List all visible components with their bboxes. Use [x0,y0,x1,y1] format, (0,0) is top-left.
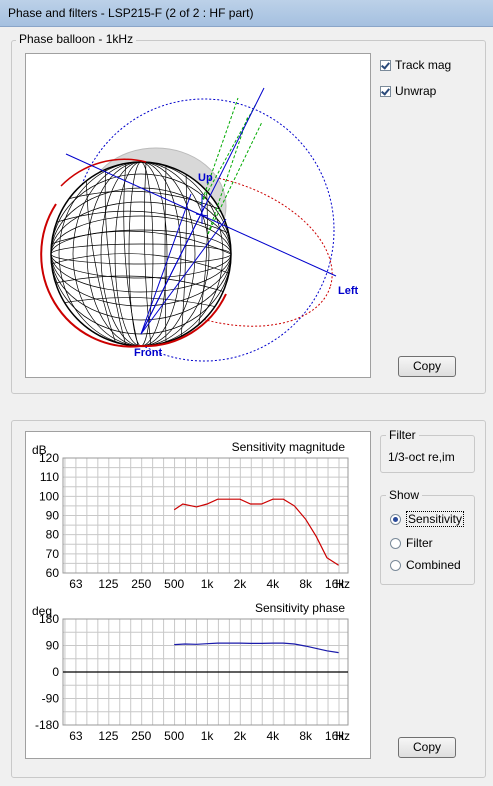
balloon-view[interactable]: Up Left Front [25,53,371,378]
checkbox-check-icon [380,85,391,97]
y-tick-label: 70 [46,547,60,561]
x-tick-label: 250 [131,577,151,591]
y-axis-label: dB [32,443,47,457]
x-tick-label: 63 [69,577,83,591]
x-tick-label: 4k [266,729,280,743]
horizon-ellipse [99,173,333,327]
x-unit-label: Hz [335,729,350,743]
unwrap-label: Unwrap [395,84,437,98]
balloon-rim-top [60,158,147,187]
show-filter-radio[interactable]: Filter [390,535,433,551]
y-tick-label: 0 [52,665,59,679]
filter-label: Filter [386,428,419,442]
copy-balloon-button[interactable]: Copy [398,356,456,377]
x-tick-label: 8k [299,577,313,591]
filter-box [380,435,475,473]
x-tick-label: 250 [131,729,151,743]
x-tick-label: 4k [266,577,280,591]
axis-up-label: Up [198,172,213,184]
radio-dot-icon [390,537,401,549]
y-tick-label: -180 [35,718,59,732]
y-tick-label: 90 [46,509,60,523]
show-sensitivity-radio[interactable]: Sensitivity [390,511,465,527]
x-tick-label: 500 [164,729,184,743]
axes-lines [65,87,337,335]
x-tick-label: 125 [98,577,118,591]
y-tick-label: 120 [39,451,59,465]
show-option-label: Filter [406,536,433,550]
x-tick-label: 16k [325,729,345,743]
show-option-label: Sensitivity [406,511,465,527]
phase-series-line [174,642,339,654]
phase-balloon-group [11,40,486,394]
window-title: Phase and filters - LSP215-F (2 of 2 : H… [8,6,254,20]
x-tick-label: 2k [234,577,248,591]
radio-dot-icon [390,559,401,571]
y-tick-label: 60 [46,566,60,580]
y-tick-label: 110 [40,470,59,484]
x-tick-label: 1k [201,577,215,591]
up-cone [200,97,263,235]
x-tick-label: 16k [325,577,345,591]
response-group [11,420,486,778]
plot-frame [62,457,349,574]
show-label: Show [386,488,423,502]
title-bar[interactable]: Phase and filters - LSP215-F (2 of 2 : H… [0,0,493,27]
phase-balloon-group-label: Phase balloon - 1kHz [16,32,137,46]
y-tick-label: -90 [42,692,60,706]
y-tick-label: 180 [39,612,59,626]
balloon-svg: Up Left Front [40,87,359,362]
y-tick-label: 80 [46,528,60,542]
y-tick-label: 90 [46,639,60,653]
chart-title: Sensitivity magnitude [232,440,346,454]
y-axis-label: deg [32,604,52,618]
x-tick-label: 63 [69,729,83,743]
x-tick-label: 2k [234,729,248,743]
unwrap-checkbox[interactable]: Unwrap [380,83,436,99]
radio-dot-icon [390,513,401,525]
axis-left-label: Left [338,285,359,297]
show-option-label: Combined [406,558,461,572]
show-group [380,495,475,585]
filter-value: 1/3-oct re,im [388,450,455,464]
y-tick-label: 100 [39,489,59,503]
x-tick-label: 500 [164,577,184,591]
response-charts: Sensitivity magnitude dB 60 70 80 90 100 110 120… [25,431,371,759]
track-mag-checkbox[interactable]: Track mag [380,57,451,73]
x-tick-label: 125 [98,729,118,743]
copy-charts-button[interactable]: Copy [398,737,456,758]
x-tick-label: 1k [201,729,215,743]
charts-svg: Sensitivity magnitude dB 60 70 80 90 100 110 120… [32,440,350,743]
x-unit-label: Hz [335,577,350,591]
show-combined-radio[interactable]: Combined [390,557,461,573]
chart-title: Sensitivity phase [255,601,345,615]
axis-front-label: Front [134,347,162,359]
magnitude-series-line [173,498,339,566]
checkbox-check-icon [380,59,391,71]
x-tick-label: 8k [299,729,313,743]
track-mag-label: Track mag [395,58,452,72]
balloon-rim-red [40,203,227,348]
